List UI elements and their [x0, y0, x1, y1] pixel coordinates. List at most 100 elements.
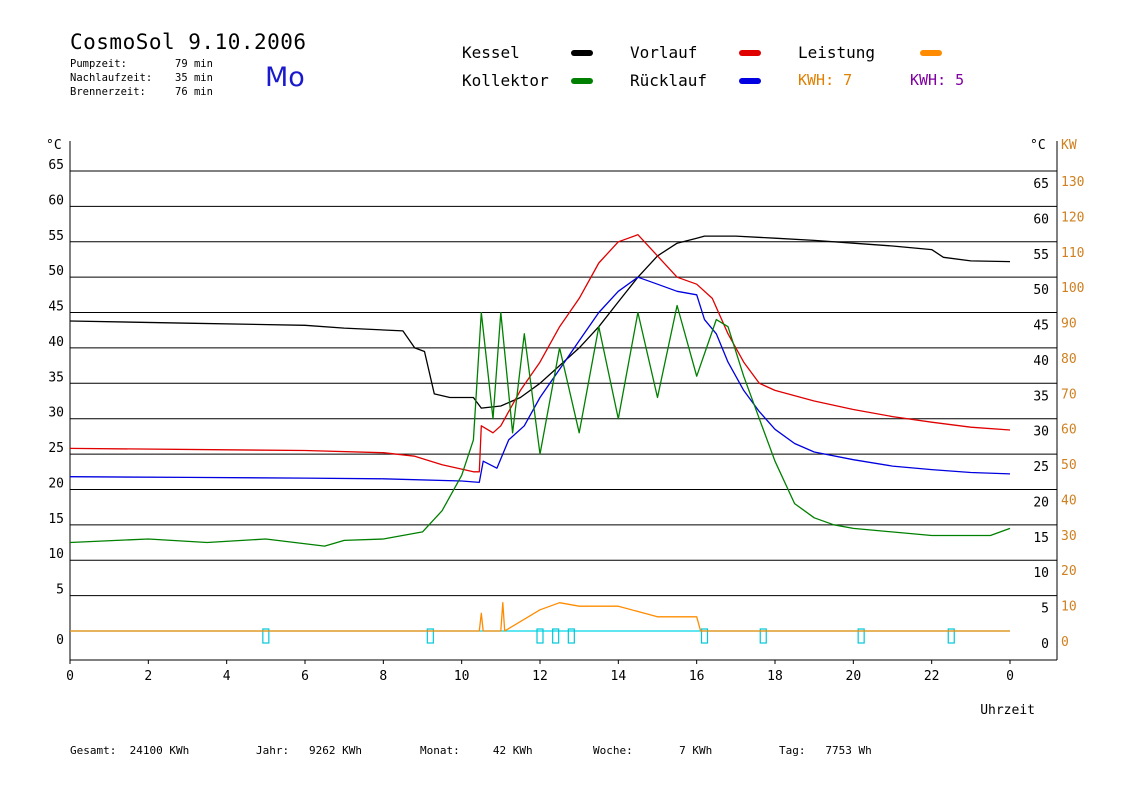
y-tick-left: 5 — [56, 583, 64, 598]
legend-kessel-swatch — [571, 50, 593, 56]
y-tick-left: 55 — [48, 229, 64, 244]
y-tick-left: 40 — [48, 335, 64, 350]
legend-kessel-label: Kessel — [462, 43, 520, 62]
stat-label: Brennerzeit: — [70, 86, 146, 98]
series-line-kollektor — [69, 304, 1011, 547]
x-tick-label: 6 — [301, 669, 309, 684]
stat-label: Pumpzeit: — [70, 58, 127, 70]
series-line-kessel — [69, 235, 1011, 409]
y-tick-power: 40 — [1061, 493, 1077, 508]
y-tick-power: 120 — [1061, 210, 1084, 225]
stat-value: 76 min — [175, 86, 213, 98]
stat-brennerzeit: Brennerzeit: 76 min — [70, 86, 213, 98]
y-tick-power: 20 — [1061, 564, 1077, 579]
x-tick-label: 22 — [924, 669, 940, 684]
legend-vorlauf-label: Vorlauf — [630, 43, 698, 62]
y-tick-right: 45 — [1033, 319, 1049, 334]
y-tick-right: 0 — [1041, 637, 1049, 652]
pump-marker — [700, 628, 709, 644]
x-tick-label: 0 — [66, 669, 74, 684]
kwh-value-2: KWH: 5 — [910, 71, 965, 89]
footer-woche: Woche: 7 KWh — [593, 744, 712, 757]
footer-label: Gesamt: — [70, 744, 117, 757]
y-tick-power: 110 — [1061, 246, 1084, 261]
y-tick-right: 20 — [1033, 495, 1049, 510]
series-line-vorlauf — [69, 234, 1011, 473]
pump-marker — [536, 628, 544, 644]
y-tick-right: 35 — [1033, 389, 1049, 404]
y-tick-left: 10 — [48, 547, 64, 562]
legend-ruecklauf-label: Rücklauf — [630, 71, 708, 90]
x-axis-label: Uhrzeit — [980, 703, 1035, 718]
y-tick-power: 70 — [1061, 387, 1077, 402]
y-tick-left: 35 — [48, 370, 64, 385]
y-tick-left: 20 — [48, 476, 64, 491]
y-tick-power: 130 — [1061, 175, 1084, 190]
stat-label: Nachlaufzeit: — [70, 72, 153, 84]
y-tick-right: 60 — [1033, 212, 1049, 227]
y-tick-left: 25 — [48, 441, 64, 456]
stat-nachlaufzeit: Nachlaufzeit: 35 min — [70, 72, 213, 84]
footer-label: Jahr: — [256, 744, 290, 757]
footer-value: 42 KWh — [492, 744, 533, 757]
footer-tag: Tag: 7753 Wh — [779, 744, 872, 757]
y-unit-left: °C — [46, 138, 62, 153]
pump-marker — [567, 628, 575, 644]
footer-value: 9262 KWh — [309, 744, 362, 757]
x-tick-label: 8 — [379, 669, 387, 684]
x-tick-label: 10 — [454, 669, 470, 684]
legend-vorlauf-swatch — [739, 50, 761, 56]
x-tick-label: 2 — [144, 669, 152, 684]
kwh-value-1: KWH: 7 — [798, 71, 853, 89]
x-tick-label: 18 — [767, 669, 783, 684]
footer-monat: Monat: 42 KWh — [420, 744, 533, 757]
y-tick-power: 50 — [1061, 458, 1077, 473]
footer-label: Monat: — [420, 744, 460, 757]
stat-pumpzeit: Pumpzeit: 79 min — [70, 58, 213, 70]
y-tick-right: 25 — [1033, 460, 1049, 475]
footer-label: Tag: — [779, 744, 806, 757]
series-line-rcklauf — [69, 276, 1011, 484]
legend-ruecklauf-swatch — [739, 78, 761, 84]
pump-marker — [262, 628, 270, 644]
footer-jahr: Jahr: 9262 KWh — [256, 744, 362, 757]
footer-value: 24100 KWh — [129, 744, 190, 757]
y-tick-power: 0 — [1061, 635, 1069, 650]
y-tick-left: 60 — [48, 193, 64, 208]
legend-kollektor-swatch — [571, 78, 593, 84]
stat-value: 79 min — [175, 58, 213, 70]
x-tick-label: 16 — [689, 669, 705, 684]
stat-value: 35 min — [175, 72, 213, 84]
y-tick-power: 80 — [1061, 352, 1077, 367]
x-tick-label: 12 — [532, 669, 548, 684]
chart-title: CosmoSol 9.10.2006 — [70, 30, 307, 54]
y-tick-left: 15 — [48, 512, 64, 527]
y-tick-left: 30 — [48, 406, 64, 421]
y-tick-right: 55 — [1033, 248, 1049, 263]
pump-marker — [552, 628, 560, 644]
x-tick-label: 4 — [223, 669, 231, 684]
pump-marker — [947, 628, 955, 644]
y-tick-power: 100 — [1061, 281, 1084, 296]
y-tick-left: 0 — [56, 633, 64, 648]
pump-marker — [857, 628, 865, 644]
y-tick-right: 50 — [1033, 283, 1049, 298]
y-unit-power: KW — [1061, 138, 1077, 153]
footer-value: 7753 Wh — [825, 744, 872, 757]
pump-marker — [759, 628, 767, 644]
y-tick-left: 65 — [48, 158, 64, 173]
x-tick-label: 20 — [846, 669, 862, 684]
y-tick-right: 5 — [1041, 602, 1049, 617]
footer-gesamt: Gesamt: 24100 KWh — [70, 744, 189, 757]
legend-kollektor-label: Kollektor — [462, 71, 549, 90]
y-unit-right: °C — [1030, 138, 1046, 153]
pump-marker — [426, 628, 434, 644]
legend-leistung-swatch — [920, 50, 942, 56]
y-tick-left: 50 — [48, 264, 64, 279]
y-tick-right: 30 — [1033, 425, 1049, 440]
x-tick-label: 0 — [1006, 669, 1014, 684]
series-line-leistung — [70, 602, 1010, 632]
x-tick-label: 14 — [611, 669, 627, 684]
weekday-label: Mo — [265, 62, 305, 93]
y-tick-left: 45 — [48, 300, 64, 315]
